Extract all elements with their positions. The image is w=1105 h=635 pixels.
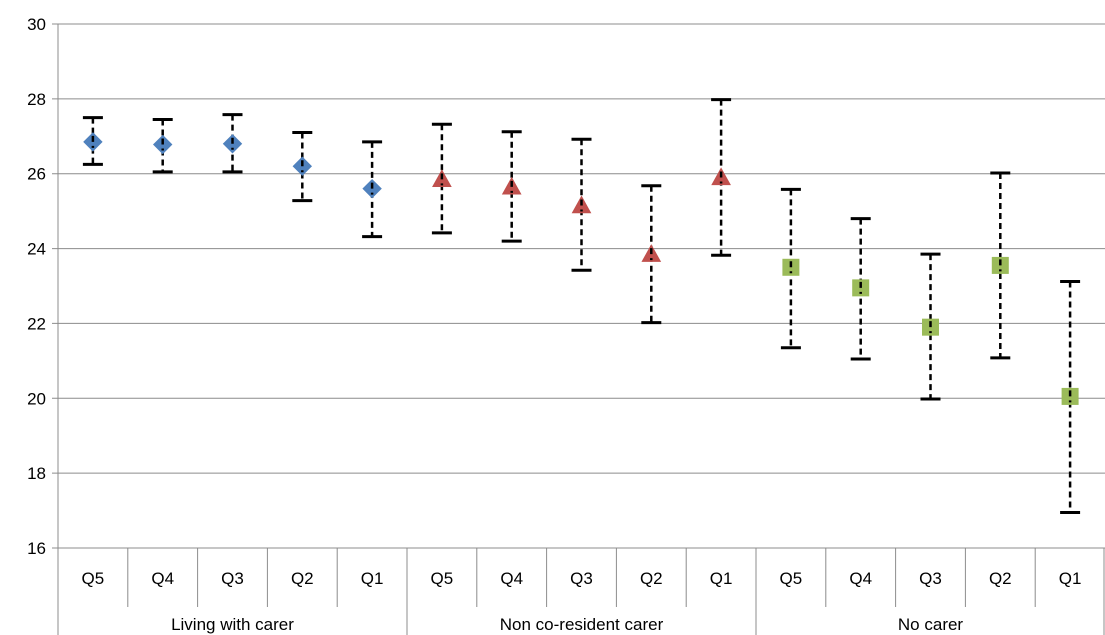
x-category-label: Q5 bbox=[431, 569, 454, 588]
y-tick-label: 28 bbox=[27, 90, 46, 109]
y-tick-label: 20 bbox=[27, 389, 46, 408]
data-markers bbox=[83, 132, 1079, 405]
y-tick-label: 24 bbox=[27, 240, 46, 259]
x-category-label: Q5 bbox=[780, 569, 803, 588]
x-category-label: Q1 bbox=[1059, 569, 1082, 588]
x-category-labels: Q5 Q4 Q3 Q2 Q1 Q5 Q4 Q3 Q2 Q1 Q5 Q4 Q3 Q2 Q1 bbox=[82, 569, 1082, 588]
x-category-label: Q2 bbox=[989, 569, 1012, 588]
gridlines bbox=[52, 23, 1105, 549]
x-category-label: Q3 bbox=[570, 569, 593, 588]
y-tick-labels: 16 18 20 22 24 26 28 30 bbox=[27, 15, 46, 558]
x-category-label: Q4 bbox=[500, 569, 523, 588]
y-tick-label: 26 bbox=[27, 165, 46, 184]
x-group-label: No carer bbox=[898, 615, 964, 634]
y-tick-label: 16 bbox=[27, 539, 46, 558]
x-group-labels: Living with carer Non co-resident carer No… bbox=[171, 615, 963, 634]
x-category-label: Q1 bbox=[710, 569, 733, 588]
x-category-label: Q5 bbox=[82, 569, 105, 588]
x-category-label: Q3 bbox=[919, 569, 942, 588]
x-category-label: Q2 bbox=[640, 569, 663, 588]
x-category-label: Q1 bbox=[361, 569, 384, 588]
x-category-label: Q4 bbox=[849, 569, 872, 588]
y-tick-label: 30 bbox=[27, 15, 46, 34]
x-category-label: Q2 bbox=[291, 569, 314, 588]
error-bars bbox=[82, 98, 1081, 514]
axes bbox=[57, 24, 1105, 635]
x-group-label: Non co-resident carer bbox=[500, 615, 664, 634]
x-group-label: Living with carer bbox=[171, 615, 294, 634]
x-category-label: Q3 bbox=[221, 569, 244, 588]
x-category-label: Q4 bbox=[151, 569, 174, 588]
y-tick-label: 18 bbox=[27, 464, 46, 483]
y-tick-label: 22 bbox=[27, 314, 46, 333]
